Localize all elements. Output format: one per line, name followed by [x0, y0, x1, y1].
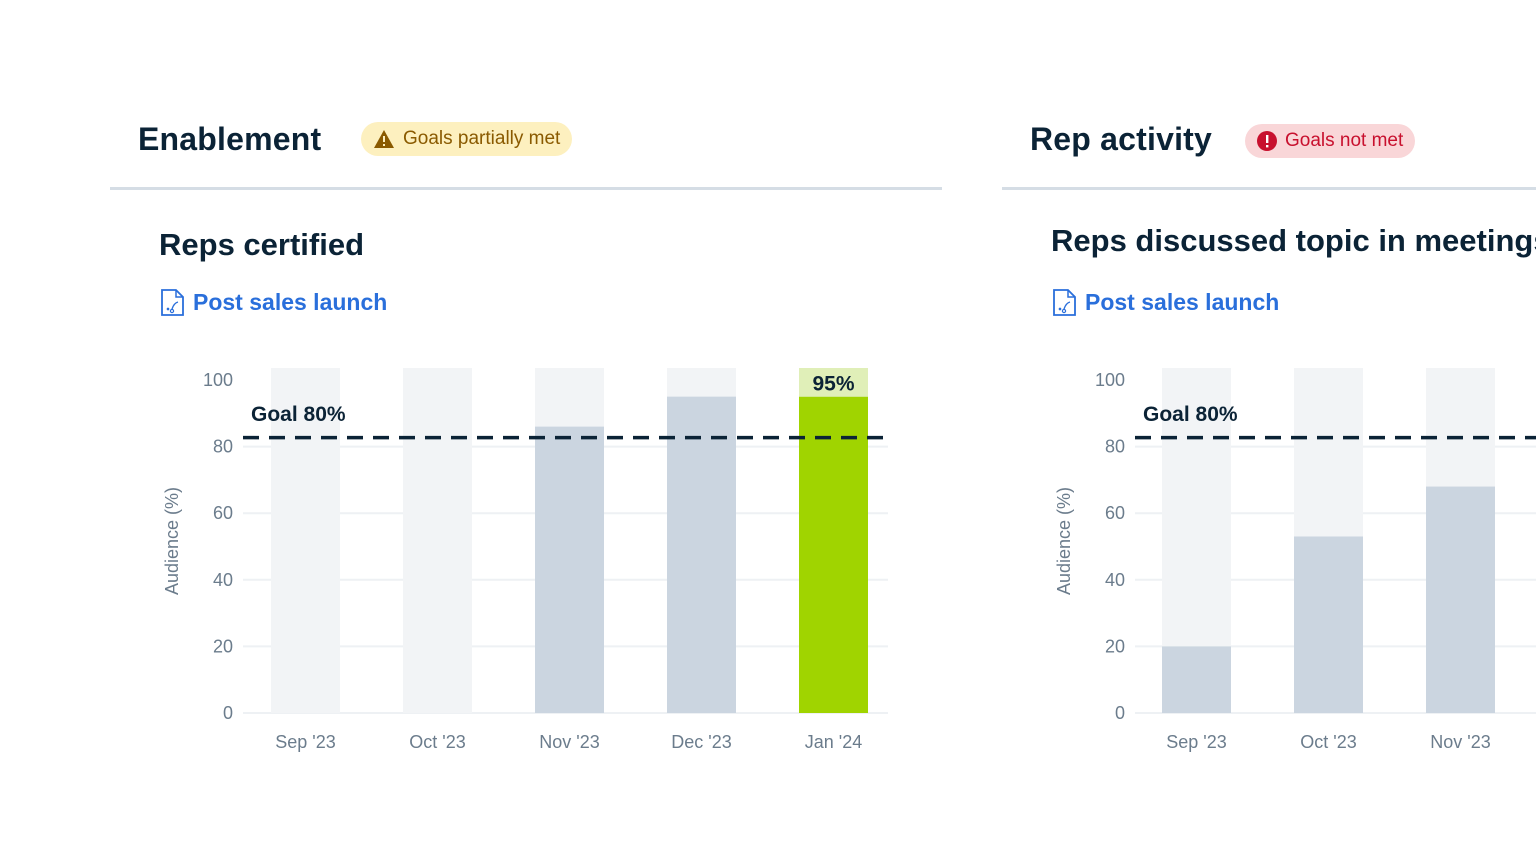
status-badge-not-met: Goals not met	[1245, 124, 1416, 158]
y-tick-label: 20	[1105, 636, 1125, 656]
y-tick-label: 0	[223, 703, 233, 723]
bar	[1162, 646, 1231, 713]
y-tick-label: 60	[213, 503, 233, 523]
badge-label: Goals partially met	[403, 128, 561, 149]
playbook-link[interactable]: Post sales launch	[1052, 288, 1279, 317]
goal-label: Goal 80%	[1143, 403, 1238, 426]
bar-track	[799, 368, 868, 713]
bar-track	[535, 368, 604, 713]
y-tick-label: 40	[1105, 570, 1125, 590]
y-tick-label: 100	[1095, 370, 1125, 390]
warning-triangle-icon	[374, 130, 394, 148]
x-tick-label: Jan '24	[805, 732, 862, 752]
x-tick-label: Oct '23	[409, 732, 465, 752]
section-divider	[1002, 187, 1536, 190]
x-tick-label: Nov '23	[539, 732, 599, 752]
y-tick-label: 20	[213, 636, 233, 656]
bar-track	[1294, 368, 1363, 713]
bar	[799, 396, 868, 713]
bar-track	[1426, 368, 1495, 713]
status-badge-partial: Goals partially met	[361, 122, 573, 156]
bar	[1426, 486, 1495, 713]
section-title-rep-activity: Rep activity	[1030, 121, 1213, 157]
y-axis-label: Audience (%)	[1054, 487, 1074, 595]
x-tick-label: Nov '23	[1430, 732, 1490, 752]
link-label: Post sales launch	[193, 289, 388, 315]
bar-track	[667, 368, 736, 713]
chart-title: Reps discussed topic in meetings	[1051, 223, 1536, 258]
x-tick-label: Oct '23	[1300, 732, 1356, 752]
x-tick-label: Sep '23	[1166, 732, 1227, 752]
y-tick-label: 0	[1115, 703, 1125, 723]
y-tick-label: 80	[1105, 437, 1125, 457]
section-divider	[110, 187, 942, 190]
playbook-document-icon	[161, 289, 184, 316]
y-axis-label: Audience (%)	[162, 487, 182, 595]
bar-track	[1162, 368, 1231, 713]
y-tick-label: 80	[213, 437, 233, 457]
bar-track	[403, 368, 472, 713]
bar-track	[271, 368, 340, 713]
bar-value-label-bg	[799, 368, 868, 397]
link-label: Post sales launch	[1085, 289, 1280, 315]
y-tick-label: 60	[1105, 503, 1125, 523]
exclamation-circle-icon	[1257, 131, 1277, 151]
y-tick-label: 100	[203, 370, 233, 390]
playbook-document-icon	[1053, 289, 1076, 316]
bar	[1294, 536, 1363, 713]
goal-label: Goal 80%	[251, 403, 346, 426]
y-tick-label: 40	[213, 570, 233, 590]
section-title-enablement: Enablement	[138, 121, 322, 157]
x-tick-label: Sep '23	[275, 732, 336, 752]
bar-value-label: 95%	[812, 373, 854, 396]
chart-title: Reps certified	[159, 227, 365, 262]
bar	[667, 396, 736, 713]
badge-label: Goals not met	[1285, 130, 1404, 151]
x-tick-label: Dec '23	[671, 732, 731, 752]
bar	[535, 426, 604, 713]
playbook-link[interactable]: Post sales launch	[160, 288, 387, 317]
